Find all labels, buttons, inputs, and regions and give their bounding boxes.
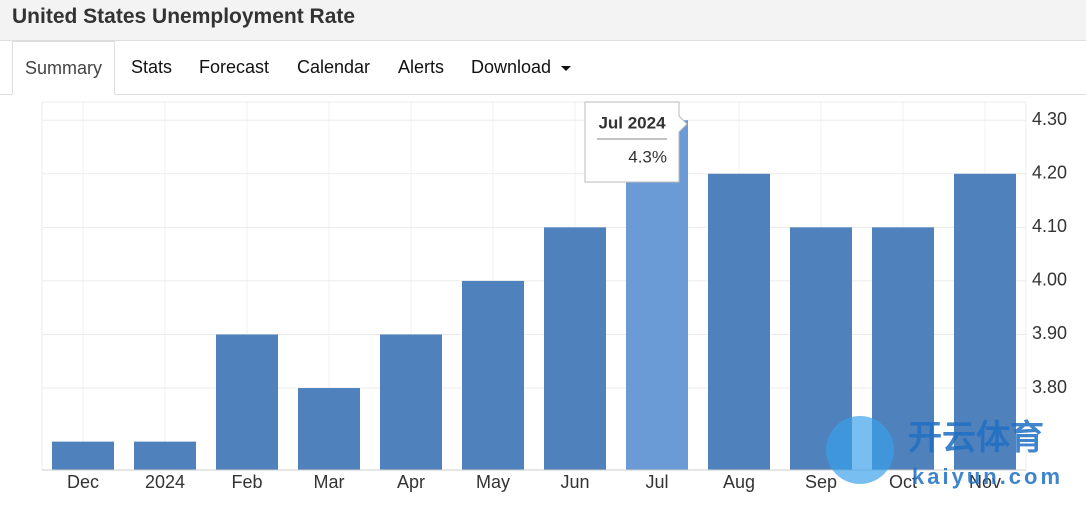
x-tick-label: Sep xyxy=(805,472,837,492)
x-tick-label: Nov xyxy=(969,472,1001,492)
x-tick-label: 2024 xyxy=(145,472,185,492)
bar xyxy=(462,280,524,470)
x-tick-label: Oct xyxy=(889,472,917,492)
bar xyxy=(954,173,1016,470)
tab-label: Calendar xyxy=(297,57,371,77)
y-tick-label: 4.10 xyxy=(1032,216,1067,236)
tab[interactable]: Stats xyxy=(119,41,184,94)
watermark-site: kaiyun.com xyxy=(912,464,1063,489)
y-tick-label: 4.30 xyxy=(1032,109,1067,129)
bar xyxy=(52,441,114,470)
bar xyxy=(708,173,770,470)
x-tick-label: Jul xyxy=(645,472,668,492)
tab[interactable]: Alerts xyxy=(386,41,456,94)
x-tick-label: Jun xyxy=(560,472,589,492)
y-tick-label: 3.90 xyxy=(1032,323,1067,343)
bar xyxy=(298,388,360,470)
x-tick-label: May xyxy=(476,472,510,492)
bar xyxy=(216,334,278,470)
bar xyxy=(134,441,196,470)
tab[interactable]: Forecast xyxy=(187,41,281,94)
watermark-logo xyxy=(826,416,894,484)
tooltip-box xyxy=(584,101,688,183)
tooltip: Jul 2024 4.3% xyxy=(584,101,688,183)
x-tick-label: Mar xyxy=(314,472,345,492)
y-tick-label: 3.80 xyxy=(1032,377,1067,397)
header: United States Unemployment Rate xyxy=(0,0,1086,41)
x-tick-label: Dec xyxy=(67,472,99,492)
watermark: 开云体育 kaiyun.com xyxy=(826,416,1063,489)
tooltip-value: 4.3% xyxy=(628,147,667,166)
bar xyxy=(544,227,606,470)
tab-bar: Summary Stats Forecast Calendar Alerts Downlo… xyxy=(0,41,1086,95)
x-tick-label: Apr xyxy=(397,472,425,492)
dropdown-caret xyxy=(561,65,572,71)
y-tick-label: 4.00 xyxy=(1032,270,1067,290)
tab[interactable]: Download xyxy=(459,41,583,94)
tab-label: Summary xyxy=(25,58,103,78)
tab-label: Download xyxy=(471,57,552,77)
tab[interactable]: Summary xyxy=(12,41,116,95)
x-tick-label: Aug xyxy=(723,472,755,492)
y-tick-label: 4.20 xyxy=(1032,163,1067,183)
watermark-brand: 开云体育 xyxy=(908,419,1044,457)
tab-label: Stats xyxy=(131,57,173,77)
tab-label: Alerts xyxy=(398,57,445,77)
bar xyxy=(380,334,442,470)
page-title: United States Unemployment Rate xyxy=(12,5,356,28)
tab[interactable]: Calendar xyxy=(285,41,382,94)
x-tick-label: Feb xyxy=(231,472,262,492)
tooltip-title: Jul 2024 xyxy=(598,113,666,132)
tab-label: Forecast xyxy=(199,57,270,77)
